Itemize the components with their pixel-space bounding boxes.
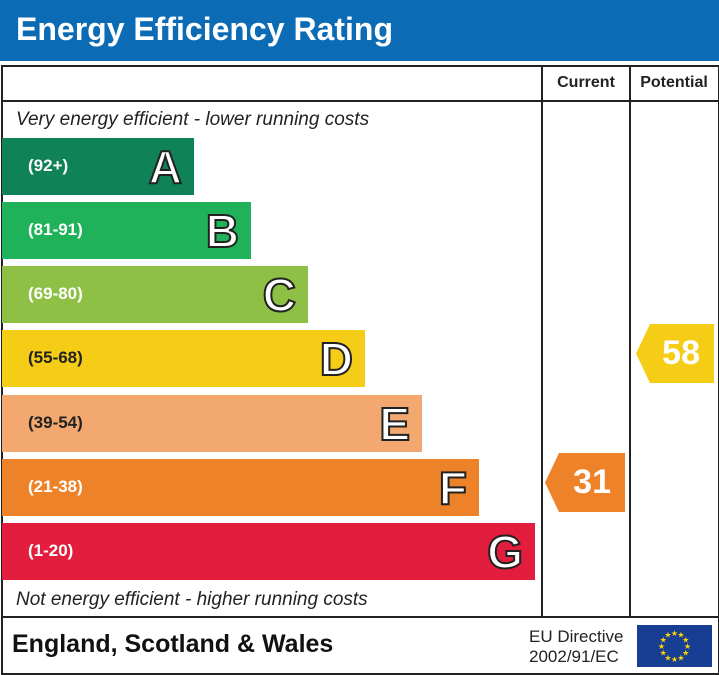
band-range: (81-91) <box>28 220 83 239</box>
band-C: (69-80) C <box>2 266 308 323</box>
band-A: (92+) A <box>2 138 194 195</box>
band-letter: F <box>438 461 468 515</box>
star-icon: ★ <box>684 642 691 651</box>
band-G: (1-20) G <box>2 523 535 580</box>
current-value: 31 <box>573 463 611 501</box>
column-current: Current <box>557 74 615 91</box>
band-range: (1-20) <box>28 541 74 560</box>
band-range: (69-80) <box>28 284 83 303</box>
potential-rating-arrow: 58 <box>636 324 714 383</box>
band-letter: D <box>319 332 354 386</box>
band-letter: A <box>148 140 183 194</box>
band-range: (55-68) <box>28 348 83 367</box>
star-icon: ★ <box>682 636 689 645</box>
column-potential: Potential <box>640 74 708 91</box>
band-letter: E <box>378 397 411 451</box>
band-letter: G <box>486 525 524 579</box>
star-icon: ★ <box>671 629 678 638</box>
star-icon: ★ <box>664 631 671 640</box>
directive-line: EU Directive <box>529 627 624 646</box>
star-icon: ★ <box>660 649 667 658</box>
eu-directive: EU Directive 2002/91/EC <box>529 627 623 667</box>
divider <box>629 65 631 617</box>
current-rating-arrow: 31 <box>545 453 625 512</box>
star-icon: ★ <box>677 631 684 640</box>
band-B: (81-91) B <box>2 202 251 259</box>
directive-line: 2002/91/EC <box>529 647 619 666</box>
star-icon: ★ <box>682 649 689 658</box>
divider <box>1 100 718 102</box>
band-letter: B <box>205 204 240 258</box>
top-note: Very energy efficient - lower running co… <box>16 109 370 130</box>
band-range: (92+) <box>28 156 69 175</box>
eu-flag-icon: ★ ★ ★ ★ ★ ★ ★ ★ ★ ★ ★ ★ <box>637 625 712 667</box>
divider <box>1 616 718 618</box>
band-D: (55-68) D <box>2 330 365 387</box>
title: Energy Efficiency Rating <box>16 11 393 47</box>
star-icon: ★ <box>660 636 667 645</box>
band-range: (39-54) <box>28 413 83 432</box>
potential-value: 58 <box>662 334 700 372</box>
star-icon: ★ <box>677 653 684 662</box>
divider <box>541 65 543 617</box>
band-F: (21-38) F <box>2 459 479 516</box>
star-icon: ★ <box>671 655 678 664</box>
region-label: England, Scotland & Wales <box>12 630 334 658</box>
star-icon: ★ <box>658 642 665 651</box>
band-letter: C <box>262 268 297 322</box>
band-range: (21-38) <box>28 477 83 496</box>
header: Energy Efficiency Rating <box>0 0 719 61</box>
star-icon: ★ <box>664 653 671 662</box>
bottom-note: Not energy efficient - higher running co… <box>16 589 368 610</box>
band-E: (39-54) E <box>2 395 422 452</box>
